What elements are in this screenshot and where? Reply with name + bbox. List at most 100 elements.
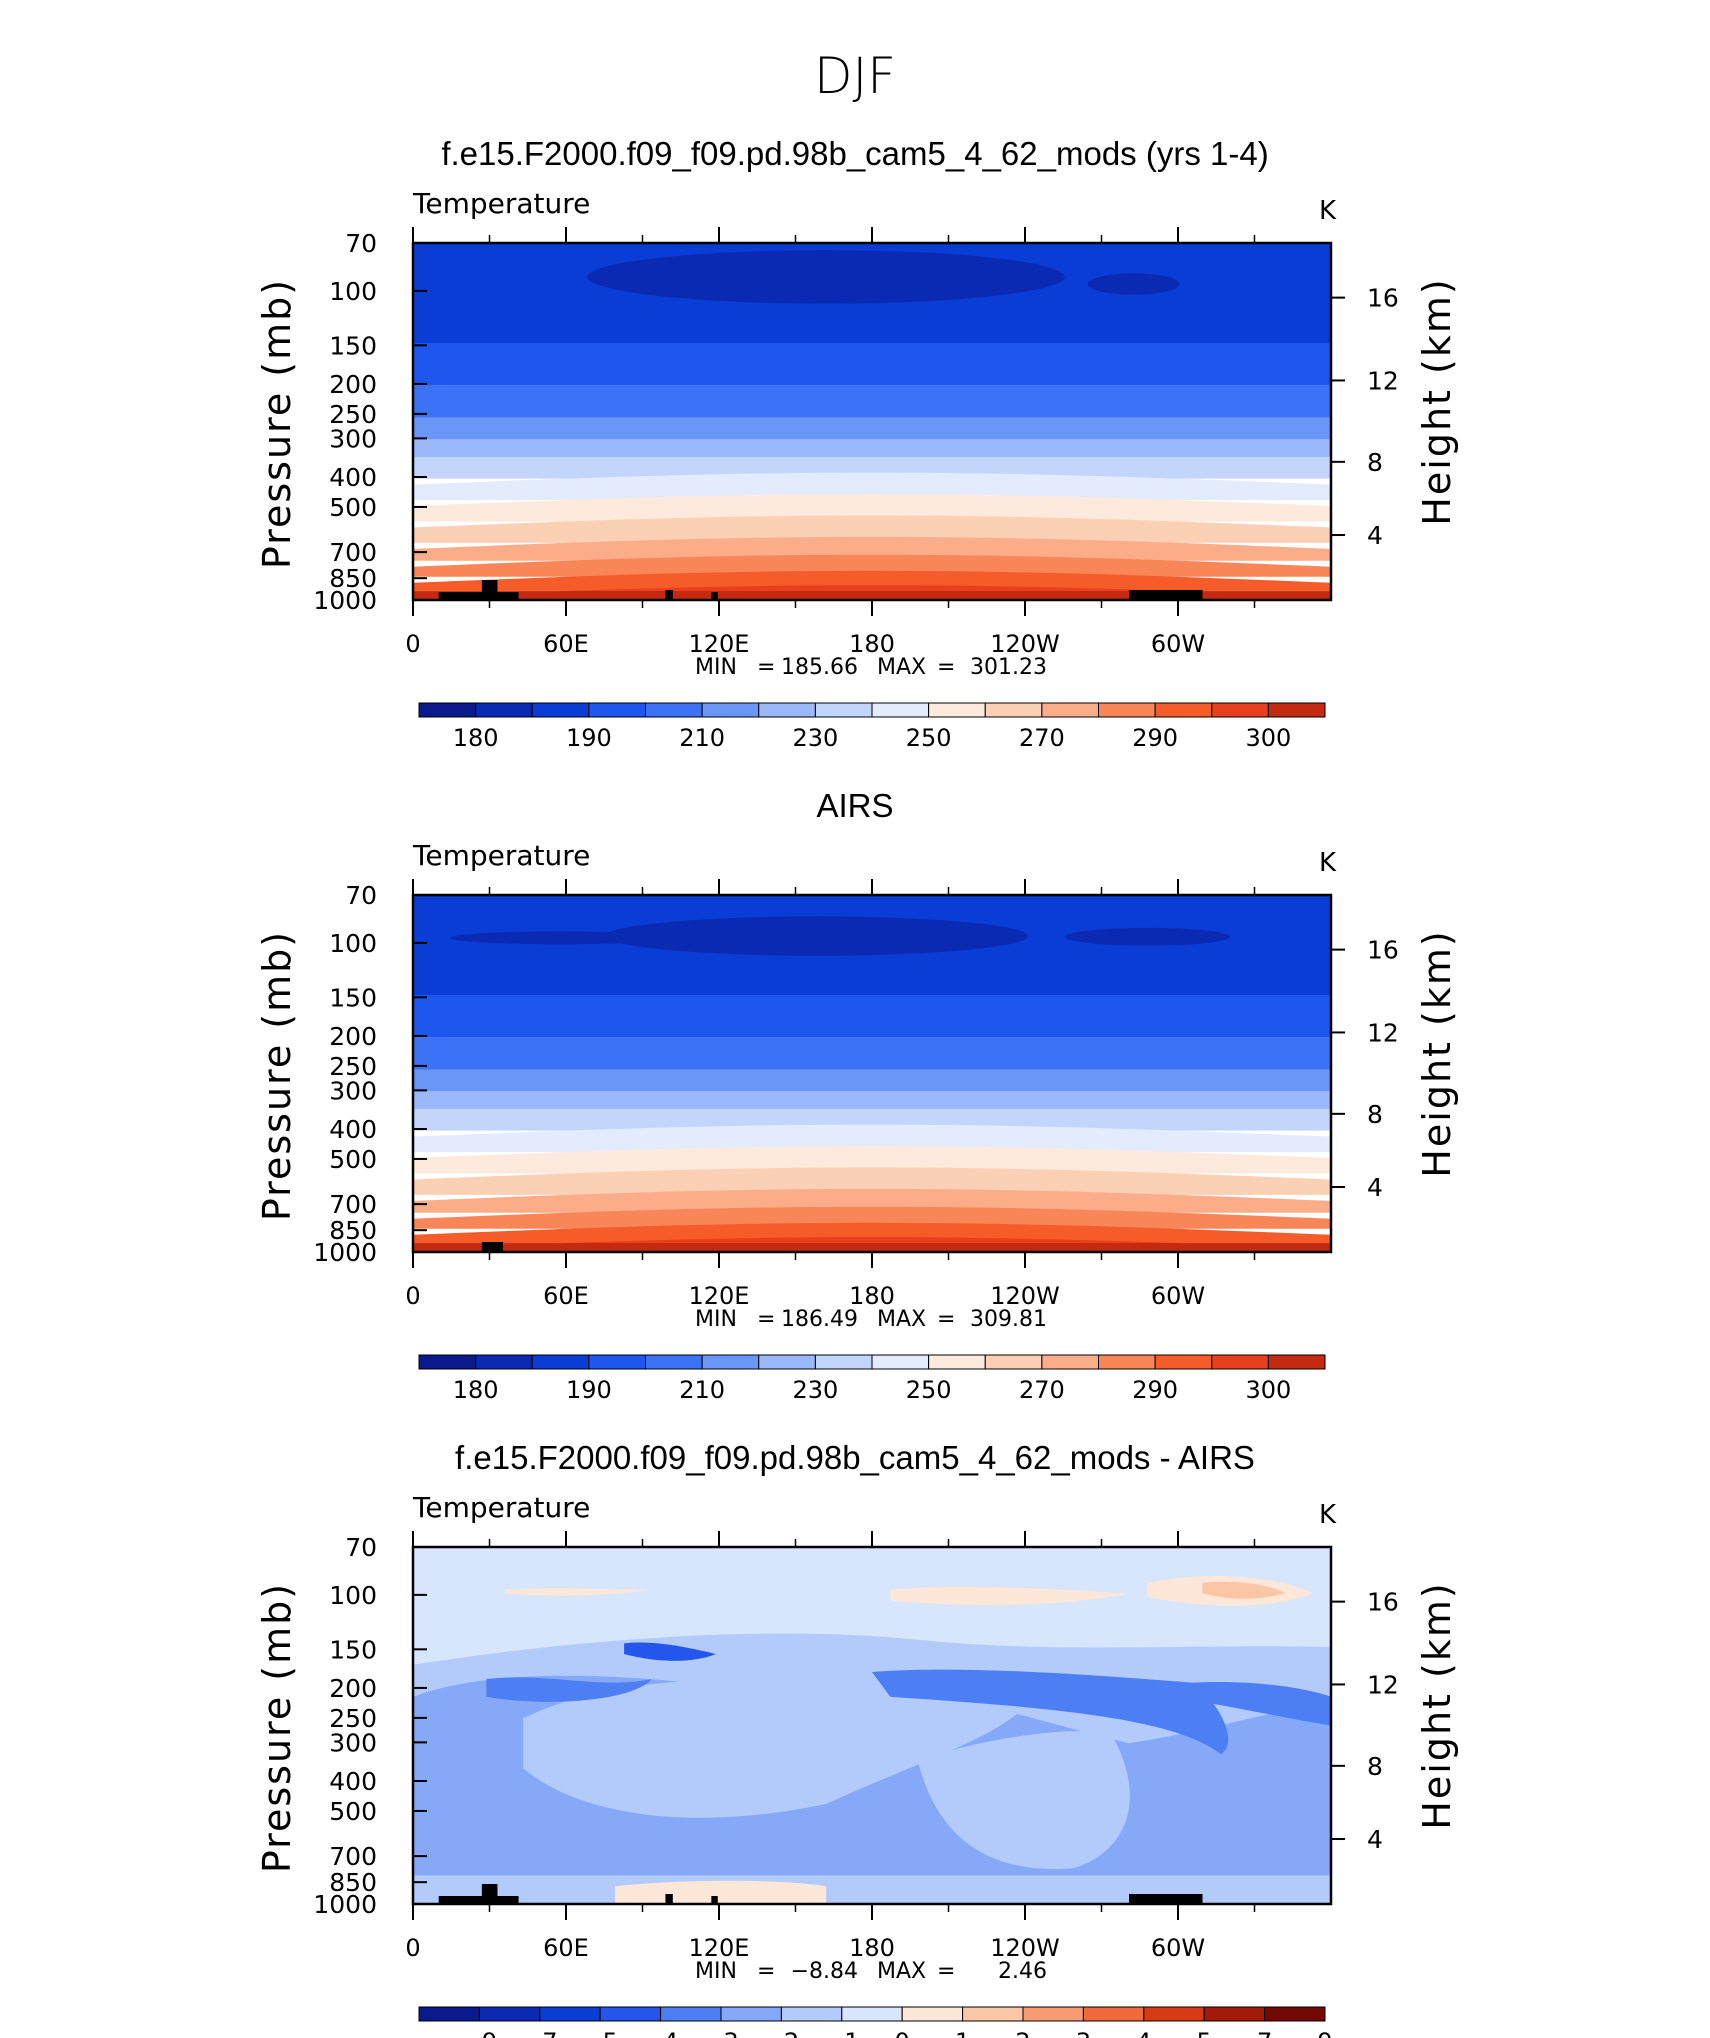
contour-band (413, 439, 1331, 458)
contour-band (413, 1124, 1331, 1153)
panel-title: f.e15.F2000.f09_f09.pd.98b_cam5_4_62_mod… (441, 135, 1268, 172)
colorbar-label: −2 (764, 2028, 799, 2038)
colorbar-label: 9 (1317, 2028, 1332, 2038)
y2-tick-label: 16 (1367, 936, 1399, 965)
y-tick-label: 150 (329, 331, 377, 360)
variable-label: Temperature (412, 187, 590, 220)
x-tick-label: 60E (543, 1934, 589, 1962)
topography-mask (438, 1896, 519, 1904)
colorbar-label: 210 (679, 1376, 725, 1404)
colorbar-label: −4 (643, 2028, 678, 2038)
y2-tick-label: 12 (1367, 1670, 1399, 1699)
colorbar-label: 270 (1019, 724, 1065, 752)
colorbar-swatch (901, 2006, 964, 2022)
colorbar-swatch (418, 2006, 480, 2022)
stats-equals: = (937, 1307, 955, 1332)
topography-mask (711, 1896, 718, 1904)
cold-core (449, 931, 671, 945)
stats-max-value: 309.81 (970, 1307, 1047, 1332)
contour-region (872, 1669, 1229, 1755)
colorbar-swatch (599, 2006, 662, 2022)
colorbar-swatch (539, 2006, 601, 2022)
colorbar-swatch (478, 2006, 541, 2022)
y-tick-label: 100 (329, 1581, 377, 1610)
colorbar-label: 190 (566, 724, 612, 752)
y-axis-label: Pressure (mb) (255, 278, 299, 569)
y-tick-label: 150 (329, 1635, 377, 1664)
units-label: K (1319, 1500, 1337, 1530)
colorbar-swatch (1211, 702, 1269, 718)
x-tick-label: 0 (405, 1934, 420, 1962)
stats-equals: = (937, 1959, 955, 1984)
y2-tick-label: 8 (1367, 1100, 1383, 1129)
colorbar-label: 210 (679, 724, 725, 752)
stats-equals: = (757, 1307, 775, 1332)
y2-axis-label: Height (km) (1415, 1581, 1459, 1829)
colorbar-swatch (531, 1354, 590, 1370)
contour-band (413, 1222, 1331, 1244)
x-tick-label: 120W (990, 1934, 1060, 1962)
chart-panel: f.e15.F2000.f09_f09.pd.98b_cam5_4_62_mod… (255, 135, 1459, 752)
stats-max-label: MAX (877, 1959, 926, 1984)
colorbar-label: −9 (462, 2028, 497, 2038)
colorbar-swatch (418, 1354, 477, 1370)
colorbar-label: −3 (703, 2028, 738, 2038)
y-tick-label: 100 (329, 929, 377, 958)
cold-core (605, 916, 1029, 956)
colorbar-swatch (1098, 1354, 1156, 1370)
contour-band (413, 1146, 1331, 1174)
y-tick-label: 70 (345, 1533, 377, 1562)
contour-region (615, 1880, 827, 1904)
stats-equals: = (757, 655, 775, 680)
topography-mask (1129, 1894, 1203, 1904)
colorbar-swatch (645, 1354, 703, 1370)
colorbar-label: 180 (453, 724, 499, 752)
colorbar-label: 270 (1019, 1376, 1065, 1404)
colorbar-label: 190 (566, 1376, 612, 1404)
x-tick-label: 120E (689, 1282, 750, 1310)
colorbar-swatch (984, 702, 1043, 718)
colorbar-label: 0 (895, 2028, 910, 2038)
y-tick-label: 200 (329, 1674, 377, 1703)
stats-max-value: 2.46 (998, 1959, 1047, 1984)
contour-region (523, 1671, 1038, 1818)
colorbar-label: 7 (1257, 2028, 1272, 2038)
colorbar-label: 180 (453, 1376, 499, 1404)
contour-region (917, 1731, 1130, 1870)
colorbar-swatch (1267, 702, 1326, 718)
contour-band (413, 1109, 1331, 1131)
colorbar-swatch (758, 1354, 816, 1370)
colorbar-swatch (1041, 1354, 1099, 1370)
contour-band (413, 554, 1331, 577)
colorbar-swatch (1203, 2006, 1266, 2022)
chart-panel: f.e15.F2000.f09_f09.pd.98b_cam5_4_62_mod… (255, 1439, 1459, 2038)
contour-band (413, 385, 1331, 418)
y2-tick-label: 16 (1367, 284, 1399, 313)
stats-min-value: 186.49 (781, 1307, 858, 1332)
y2-axis-label: Height (km) (1415, 929, 1459, 1177)
colorbar-swatch (1041, 702, 1099, 718)
colorbar-label: 300 (1245, 1376, 1291, 1404)
y-tick-label: 1000 (313, 586, 377, 615)
colorbar-swatch (871, 1354, 930, 1370)
x-tick-label: 120W (990, 630, 1060, 658)
contour-band (413, 457, 1331, 479)
contour-band (413, 417, 1331, 440)
y-tick-label: 1000 (313, 1238, 377, 1267)
colorbar-swatch (928, 702, 986, 718)
units-label: K (1319, 196, 1337, 226)
colorbar-swatch (720, 2006, 782, 2022)
y-tick-label: 400 (329, 1767, 377, 1796)
colorbar-swatch (1098, 702, 1156, 718)
colorbar-swatch (871, 702, 930, 718)
contour-band (413, 591, 1331, 600)
contour-band (413, 472, 1331, 501)
y-axis-label: Pressure (mb) (255, 930, 299, 1221)
colorbar-swatch (701, 1354, 760, 1370)
cold-core (587, 250, 1065, 304)
contour-band (413, 536, 1331, 561)
contour-band (413, 570, 1331, 592)
y-tick-label: 1000 (313, 1890, 377, 1919)
y-axis-label: Pressure (mb) (255, 1582, 299, 1873)
